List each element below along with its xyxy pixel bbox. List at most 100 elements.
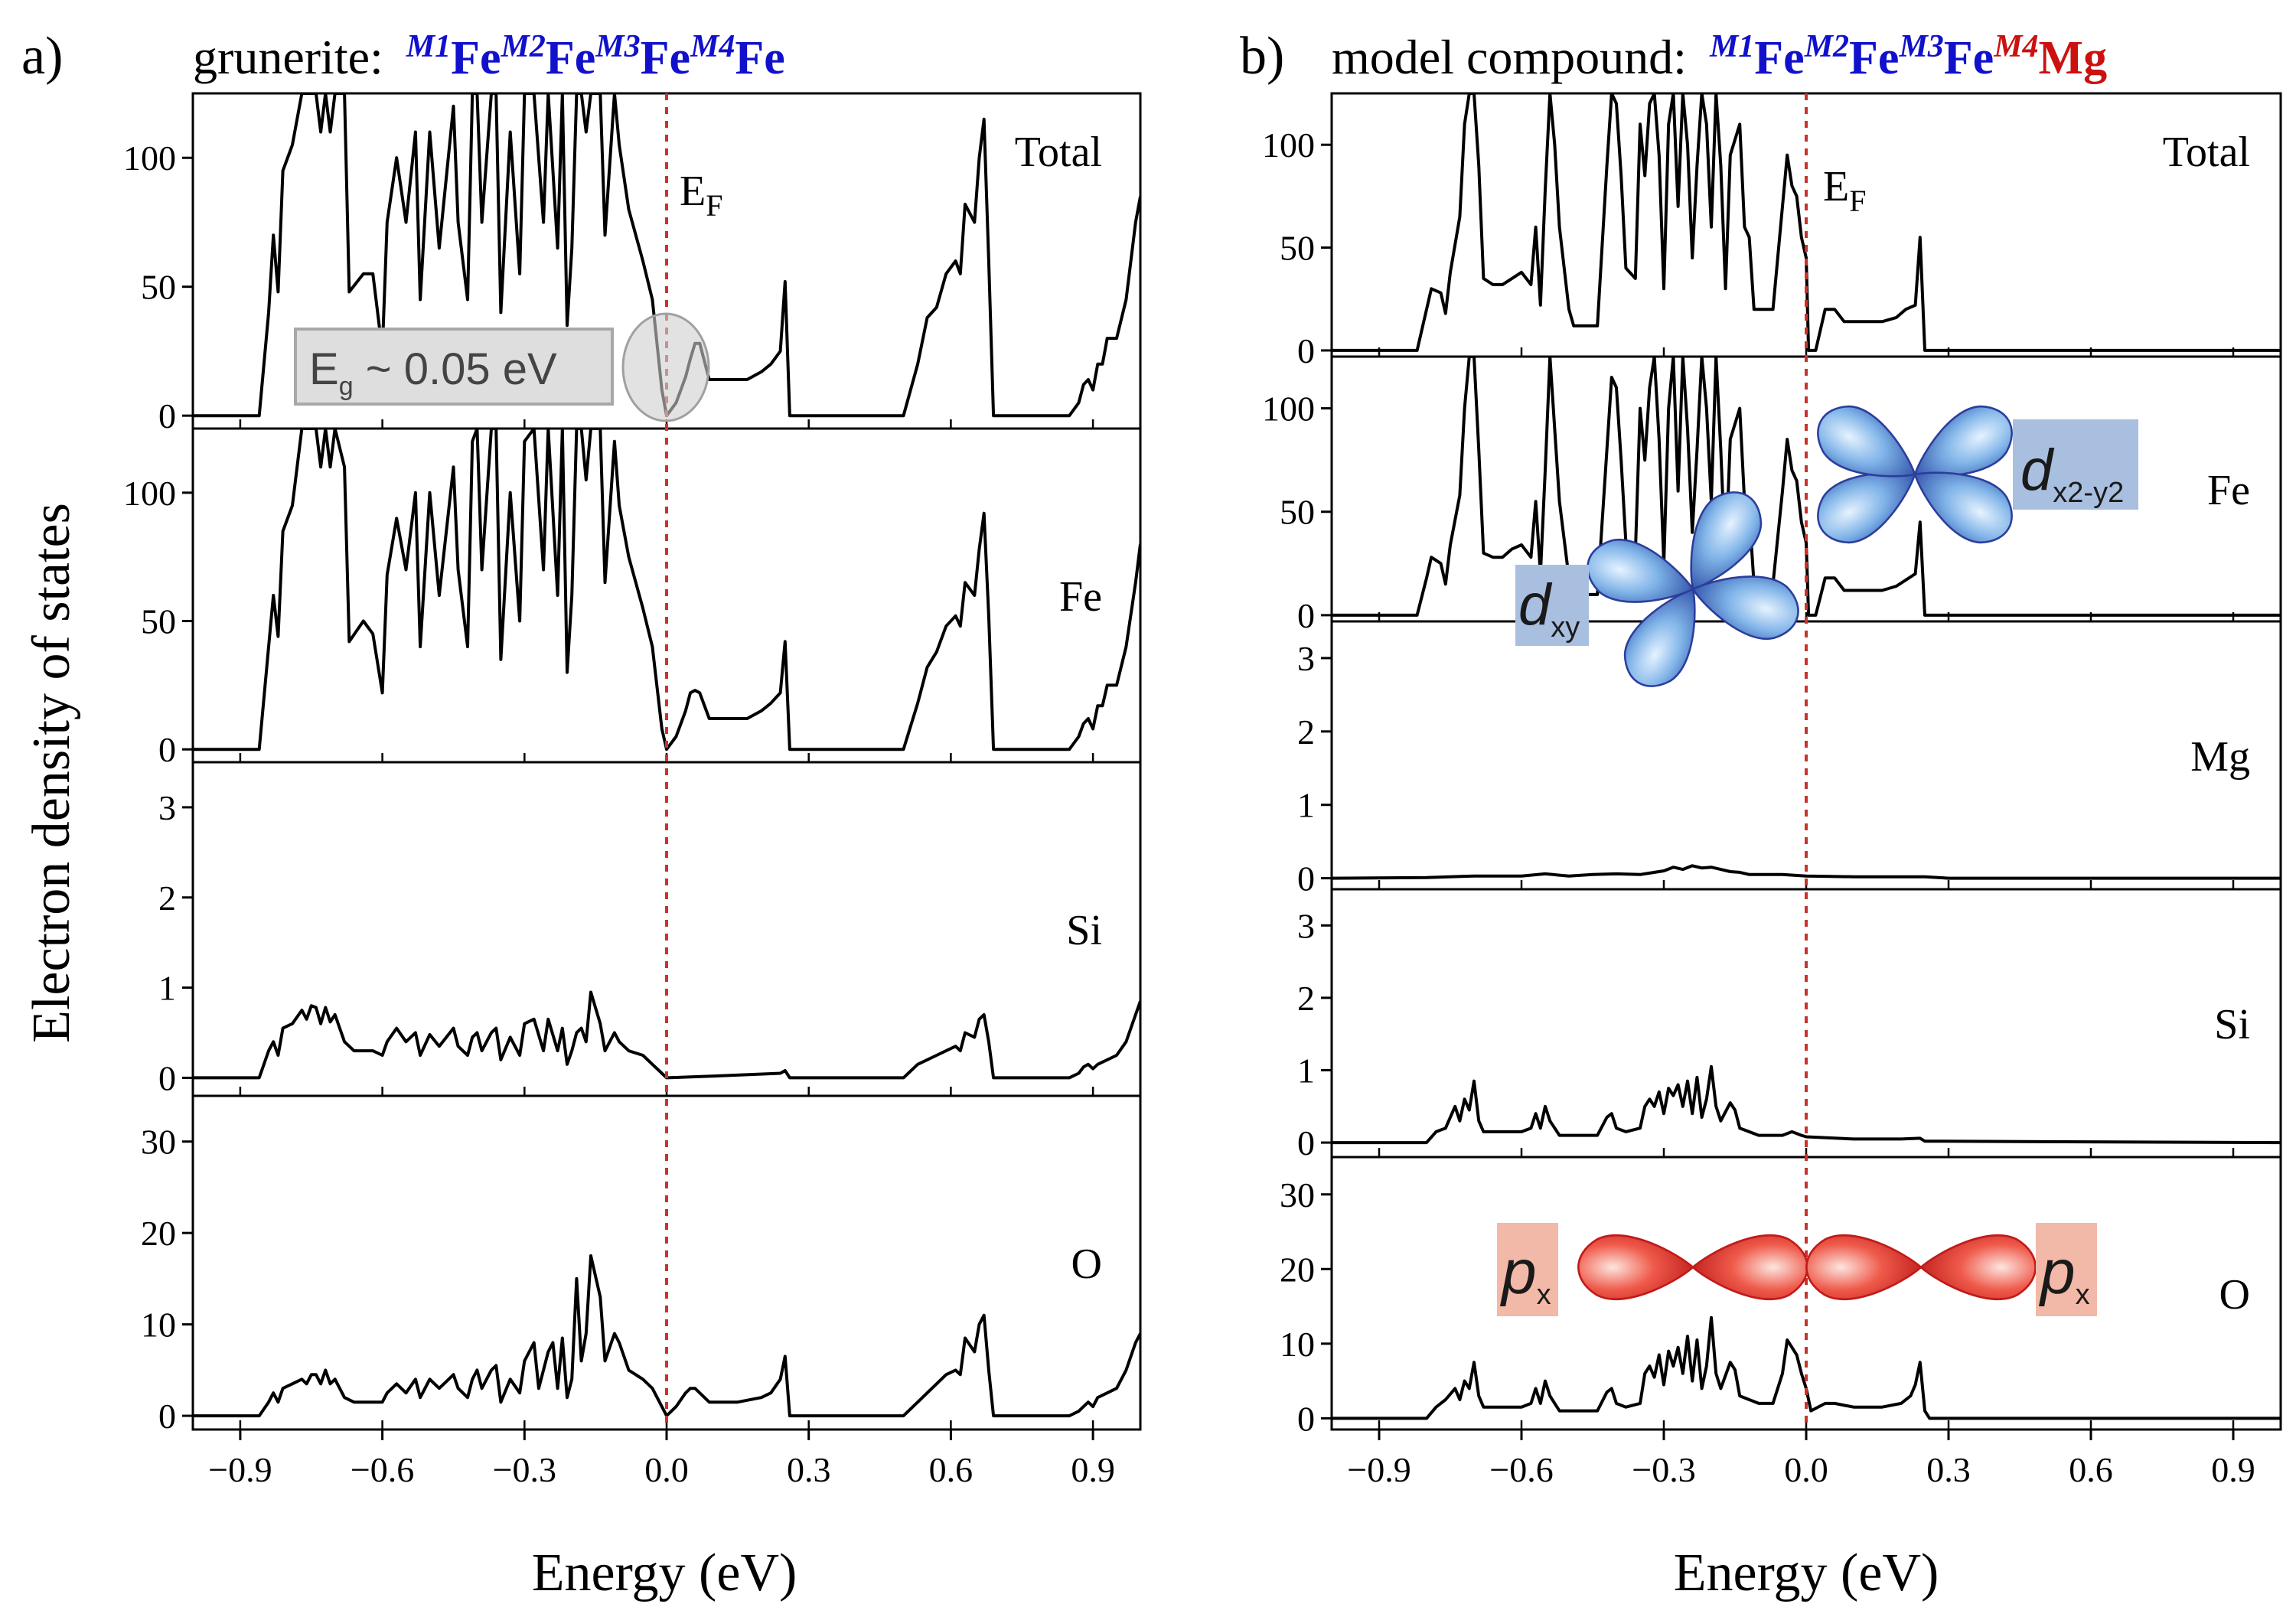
- panel-b-site-m4: M4: [1993, 29, 2038, 64]
- panel-a-xtick-label: −0.6: [351, 1450, 414, 1489]
- panel-b-total-dos-line: [1332, 93, 2281, 352]
- panel-b-o-label: O: [2219, 1271, 2250, 1319]
- px-orbital-icon-left: [1577, 1234, 1808, 1301]
- panel-b-site-m1: M1: [1709, 29, 1754, 64]
- panel-a: a) grunerite: M1FeM2FeM3FeM4Fe Electron …: [21, 27, 1142, 1602]
- panel-a-title-prefix: grunerite:: [193, 30, 383, 84]
- panel-b: b) model compound: M1FeM2FeM3FeM4Mg Ener…: [1240, 27, 2282, 1602]
- px-left-sub: x: [1537, 1279, 1551, 1311]
- panel-b-total-ytick-label: 100: [1262, 126, 1315, 165]
- dx2y2-label: dx2-y2: [2020, 438, 2124, 509]
- panel-b-total-ytick-label: 0: [1297, 331, 1315, 370]
- panel-a-title: grunerite: M1FeM2FeM3FeM4Fe: [193, 29, 785, 84]
- px-label-bg-left: [1497, 1223, 1558, 1316]
- band-gap-annotation: Eg ~ 0.05 eV: [294, 312, 710, 422]
- panel-a-si-ytick-label: 1: [158, 969, 176, 1008]
- panel-a-site-m4: M4: [690, 29, 735, 64]
- dxy-label: dxy: [1518, 572, 1580, 644]
- panel-a-fe-ytick-label: 0: [158, 730, 176, 769]
- dx2y2-label-sub: x2-y2: [2053, 477, 2124, 509]
- panel-b-xtick-label: −0.3: [1632, 1450, 1695, 1489]
- panel-a-xtick-label: 0.0: [644, 1450, 689, 1489]
- panel-a-xtick-label: −0.3: [493, 1450, 556, 1489]
- panel-b-site-m2-element: Fe: [1849, 32, 1899, 84]
- panel-b-site-m1-element: Fe: [1754, 32, 1804, 84]
- panel-b-xtick-label: 0.3: [1926, 1450, 1971, 1489]
- band-gap-e: E: [309, 344, 339, 394]
- panel-a-site-m4-element: Fe: [735, 32, 784, 84]
- px-label-left: px: [1499, 1237, 1551, 1311]
- panel-b-title-prefix: model compound:: [1332, 30, 1687, 84]
- dxy-label-sub: xy: [1551, 611, 1580, 644]
- panel-b-si-label: Si: [2214, 1001, 2250, 1048]
- px-label-right: px: [2038, 1237, 2090, 1311]
- panel-b-fe-label: Fe: [2207, 467, 2250, 514]
- panel-b-xtick-label: −0.6: [1489, 1450, 1553, 1489]
- px-left-main: p: [1499, 1237, 1537, 1307]
- panel-a-plot-area: 0 50 100 Total 0 50 100 Fe 0 1 2 3 Si 0 10 20 30 O −0.9 −0.…: [123, 92, 1142, 1489]
- panel-b-fermi-sub: F: [1849, 184, 1866, 218]
- panel-b-o-dos-line: [1332, 1315, 2281, 1420]
- px-label-bg-right: [2036, 1223, 2097, 1316]
- band-gap-sub: g: [339, 372, 354, 401]
- dxy-label-bg: [1515, 565, 1589, 646]
- panel-a-fermi-e: E: [680, 168, 706, 215]
- panel-b-o-ytick-label: 20: [1280, 1250, 1315, 1289]
- panel-a-xtick-label: −0.9: [208, 1450, 272, 1489]
- panel-b-fe-dos-line: [1332, 357, 2281, 617]
- panel-b-si-ytick-label: 0: [1297, 1123, 1315, 1162]
- panel-a-total-label: Total: [1015, 129, 1102, 176]
- panel-b-mg-dos-line: [1332, 864, 2281, 880]
- panel-b-site-m3-element: Fe: [1944, 32, 1994, 84]
- panel-b-si-ytick-label: 2: [1297, 979, 1315, 1018]
- panel-b-mg-ytick-label: 2: [1297, 712, 1315, 751]
- panel-a-site-m3-element: Fe: [641, 32, 690, 84]
- panel-b-fe-ytick-label: 50: [1280, 493, 1315, 532]
- panel-a-xtick-label: 0.9: [1071, 1450, 1115, 1489]
- panel-a-x-axis-label: Energy (eV): [532, 1544, 797, 1602]
- panel-b-x-axis-label: Energy (eV): [1674, 1544, 1939, 1602]
- panel-b-mg-ytick-label: 0: [1297, 859, 1315, 898]
- y-axis-label: Electron density of states: [22, 503, 81, 1043]
- panel-b-xtick-label: 0.0: [1784, 1450, 1828, 1489]
- band-gap-ellipse: [621, 312, 710, 422]
- dx2y2-label-main: d: [2020, 438, 2055, 503]
- panel-b-fe-ytick-label: 0: [1297, 596, 1315, 635]
- panel-b-o-ytick-label: 30: [1280, 1175, 1315, 1214]
- panel-a-site-m2-element: Fe: [546, 32, 595, 84]
- panel-b-o-ytick-label: 0: [1297, 1399, 1315, 1438]
- panel-a-site-m1: M1: [406, 29, 451, 64]
- dxy-label-main: d: [1518, 572, 1553, 637]
- panel-b-mg-ytick-label: 1: [1297, 786, 1315, 825]
- panel-a-si-dos-line: [193, 990, 1140, 1080]
- panel-b-fe-ytick-label: 100: [1262, 390, 1315, 429]
- panel-a-si-ytick-label: 2: [158, 879, 176, 918]
- panel-b-mg-ytick-label: 3: [1297, 639, 1315, 678]
- panel-a-o-ytick-label: 30: [141, 1123, 176, 1162]
- band-gap-value: ~ 0.05 eV: [354, 344, 557, 394]
- panel-a-si-ytick-label: 0: [158, 1058, 176, 1097]
- panel-b-xtick-label: 0.6: [2069, 1450, 2113, 1489]
- panel-b-xtick-label: 0.9: [2211, 1450, 2255, 1489]
- panel-b-si-ytick-label: 3: [1297, 906, 1315, 945]
- panel-a-fe-ytick-label: 50: [141, 602, 176, 641]
- panel-b-si-dos-line: [1332, 1064, 2281, 1145]
- panel-a-o-ytick-label: 10: [141, 1306, 176, 1345]
- panel-b-total-label: Total: [2163, 129, 2250, 176]
- band-gap-text: Eg ~ 0.05 eV: [309, 344, 557, 401]
- panel-a-xtick-label: 0.3: [787, 1450, 831, 1489]
- panel-a-fermi-label: EF: [680, 168, 722, 223]
- panel-a-o-ytick-label: 0: [158, 1397, 176, 1436]
- panel-b-si-ytick-label: 1: [1297, 1051, 1315, 1090]
- panel-a-o-dos-line: [193, 1254, 1140, 1418]
- panel-b-total-ytick-label: 50: [1280, 229, 1315, 268]
- panel-a-total-ytick-label: 0: [158, 396, 176, 435]
- panel-a-fermi-sub: F: [706, 188, 722, 223]
- panel-a-xtick-label: 0.6: [929, 1450, 974, 1489]
- panel-a-si-ytick-label: 3: [158, 788, 176, 827]
- panel-a-total-ytick-label: 100: [123, 139, 176, 178]
- panel-b-plot-area: 0 50 100 Total 0 50 100 Fe 0 1 2 3 Mg 0 1 2 3 Si 0 10 20 30 O −…: [1262, 92, 2282, 1489]
- px-right-sub: x: [2076, 1279, 2090, 1311]
- panel-a-total-dos-line: [193, 93, 1140, 418]
